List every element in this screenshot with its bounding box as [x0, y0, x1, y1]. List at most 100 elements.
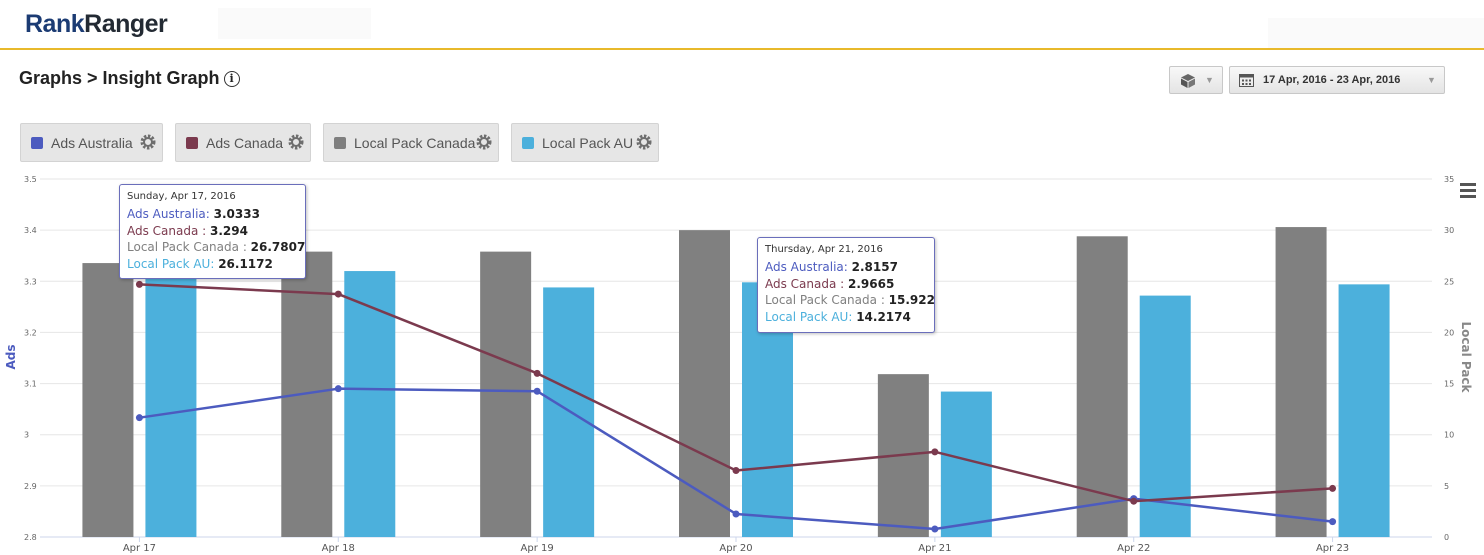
y-tick-label-left: 3	[24, 431, 29, 440]
page-title: Graphs > Insight Graph i	[19, 68, 240, 89]
tooltip-series-name: Local Pack AU	[765, 309, 849, 324]
series-color-swatch	[334, 137, 346, 149]
gear-icon[interactable]	[288, 134, 304, 150]
calendar-icon	[1239, 74, 1254, 87]
bar-local-pack-au	[1338, 284, 1390, 537]
line-point	[1130, 497, 1138, 505]
bar-local-pack-au	[344, 271, 396, 537]
line-point	[1329, 518, 1337, 526]
tooltip-separator: :	[210, 256, 219, 271]
line-point	[135, 280, 143, 288]
widget-dropdown-button[interactable]: ▼	[1169, 66, 1223, 94]
y-tick-label-left: 3.1	[24, 380, 37, 389]
bar-series	[82, 227, 1390, 537]
tooltip-separator: :	[877, 293, 889, 307]
gear-icon[interactable]	[476, 134, 492, 150]
tooltip-series-name: Ads Canada	[127, 223, 199, 238]
line-point	[533, 369, 541, 377]
tooltip-value: 3.294	[210, 223, 248, 238]
header-placeholder-right	[1268, 18, 1484, 48]
line-point	[931, 448, 939, 456]
tooltip-row: Ads Canada : 3.294	[127, 223, 298, 240]
bar-local-pack-canada	[82, 263, 134, 537]
bar-local-pack-au	[543, 287, 595, 537]
tooltip-separator: :	[848, 309, 857, 324]
date-range-picker[interactable]: 17 Apr, 2016 - 23 Apr, 2016 ▼	[1229, 66, 1445, 94]
legend-label: Local Pack Canada	[354, 135, 476, 151]
line-point	[135, 414, 143, 422]
x-tick-label: Apr 20	[719, 543, 752, 554]
tooltip-separator: :	[239, 240, 251, 254]
tooltip-series-name: Ads Australia	[765, 260, 844, 274]
bar-local-pack-au	[1139, 295, 1191, 537]
tooltip-series-name: Local Pack AU	[127, 256, 211, 271]
legend-item-ads-australia[interactable]: Ads Australia	[20, 123, 163, 162]
y-tick-label-left: 3.2	[24, 328, 37, 337]
tooltip-series-name: Local Pack Canada	[765, 293, 877, 307]
line-point	[533, 387, 541, 395]
line-series	[135, 280, 1337, 533]
legend-item-ads-canada[interactable]: Ads Canada	[175, 123, 311, 162]
line-point	[334, 290, 342, 298]
bar-local-pack-canada	[480, 251, 532, 537]
tooltip-value: 15.922	[888, 293, 935, 307]
info-icon[interactable]: i	[223, 71, 240, 87]
tooltip-separator: :	[198, 223, 211, 238]
y-tick-label-right: 10	[1444, 431, 1454, 440]
legend-item-local-pack-canada[interactable]: Local Pack Canada	[323, 123, 499, 162]
date-range-text: 17 Apr, 2016 - 23 Apr, 2016	[1263, 74, 1401, 86]
legend-label: Ads Canada	[206, 135, 284, 151]
gear-icon[interactable]	[636, 134, 652, 150]
tooltip-series-name: Ads Australia	[127, 207, 206, 221]
tooltip-series-name: Local Pack Canada	[127, 240, 239, 254]
tooltip-row: Local Pack AU: 26.1172	[127, 256, 298, 273]
rankranger-logo[interactable]: RankRanger	[25, 10, 168, 39]
legend-label: Local Pack AU	[542, 135, 634, 151]
legend-item-local-pack-au[interactable]: Local Pack AU	[511, 123, 659, 162]
axis-ticks: 2.8 2.9 3 3.1 3.2 3.3 3.4 3.5 0 5 10 15 20 25 30 35 Apr …	[24, 175, 1454, 554]
tooltip-separator: :	[836, 276, 849, 291]
gear-icon[interactable]	[140, 134, 156, 150]
y-axis-title-left: Ads	[4, 344, 18, 369]
y-tick-label-left: 3.4	[24, 226, 37, 235]
tooltip-row: Ads Australia: 3.0333	[127, 206, 298, 223]
y-tick-label-right: 20	[1444, 328, 1454, 337]
logo-part-ranger: Ranger	[84, 10, 168, 38]
x-tick-label: Apr 21	[918, 543, 951, 554]
tooltip-series-name: Ads Canada	[765, 276, 837, 291]
tooltip-separator: :	[205, 207, 214, 221]
logo-part-rank: Rank	[25, 10, 85, 38]
x-tick-label: Apr 23	[1316, 543, 1349, 554]
legend-label: Ads Australia	[51, 135, 133, 151]
chevron-down-icon: ▼	[1205, 75, 1214, 85]
series-color-swatch	[186, 137, 198, 149]
cube-icon	[1181, 74, 1195, 88]
series-color-swatch	[31, 137, 43, 149]
top-bar: RankRanger	[0, 0, 1484, 50]
tooltip-value: 2.8157	[851, 260, 898, 274]
line-point	[732, 510, 740, 518]
y-tick-label-right: 30	[1444, 226, 1454, 235]
tooltip-value: 26.7807	[250, 240, 306, 254]
tooltip-separator: :	[843, 260, 852, 274]
bar-local-pack-au	[145, 269, 197, 537]
tooltip-apr-17: Sunday, Apr 17, 2016 Ads Australia: 3.03…	[119, 184, 306, 279]
x-tick-label: Apr 19	[521, 543, 554, 554]
y-tick-label-right: 35	[1444, 175, 1454, 184]
bar-local-pack-canada	[1076, 236, 1128, 537]
line-point	[931, 525, 939, 533]
chart-menu-icon[interactable]	[1460, 183, 1476, 201]
tooltip-row: Local Pack AU: 14.2174	[765, 309, 927, 326]
header-placeholder-left	[218, 8, 371, 39]
y-axis-title-right: Local Pack	[1459, 321, 1473, 393]
tooltip-value: 3.0333	[213, 207, 260, 221]
y-tick-label-right: 0	[1444, 533, 1449, 542]
y-tick-label-right: 15	[1444, 380, 1454, 389]
tooltip-apr-21: Thursday, Apr 21, 2016 Ads Australia: 2.…	[757, 237, 935, 333]
tooltip-row: Ads Canada : 2.9665	[765, 276, 927, 293]
bar-local-pack-canada	[1275, 227, 1327, 537]
tooltip-value: 26.1172	[218, 256, 273, 271]
y-tick-label-right: 25	[1444, 277, 1454, 286]
y-tick-label-left: 2.9	[24, 482, 37, 491]
